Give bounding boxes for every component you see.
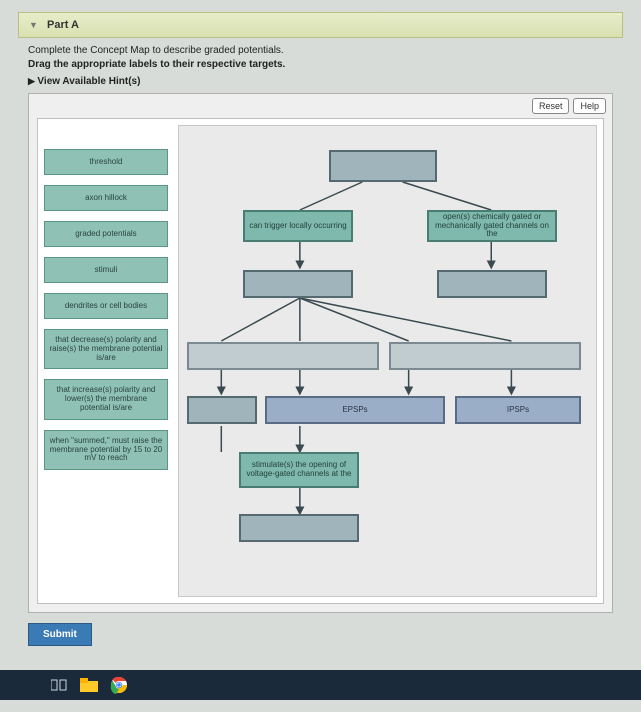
drag-label-increase-polarity[interactable]: that increase(s) polarity and lower(s) t…	[44, 379, 168, 419]
taskbar	[0, 670, 641, 700]
diagram-area[interactable]: can trigger locally occurring open(s) ch…	[178, 125, 597, 597]
help-button[interactable]: Help	[573, 98, 606, 114]
hints-label: View Available Hint(s)	[37, 76, 140, 87]
chrome-icon[interactable]	[110, 676, 128, 694]
file-explorer-icon[interactable]	[80, 676, 98, 694]
part-header[interactable]: Part A	[18, 12, 623, 38]
node-root[interactable]	[329, 150, 437, 182]
instruction-line-2: Drag the appropriate labels to their res…	[28, 58, 613, 72]
drag-label-threshold[interactable]: threshold	[44, 149, 168, 175]
canvas-toolbar: Reset Help	[532, 98, 606, 114]
drag-label-axon-hillock[interactable]: axon hillock	[44, 185, 168, 211]
node-epsps-left[interactable]	[187, 396, 257, 424]
part-title: Part A	[47, 19, 79, 31]
node-stimulates[interactable]: stimulate(s) the opening of voltage-gate…	[239, 452, 359, 488]
canvas: Reset Help threshold axon hillock graded…	[28, 93, 613, 613]
submit-button[interactable]: Submit	[28, 623, 92, 646]
instruction-line-1: Complete the Concept Map to describe gra…	[28, 44, 613, 58]
drag-label-dendrites[interactable]: dendrites or cell bodies	[44, 293, 168, 319]
node-ipsps[interactable]: IPSPs	[455, 396, 581, 424]
node-mid-left[interactable]	[243, 270, 353, 298]
labels-column: threshold axon hillock graded potentials…	[44, 149, 168, 470]
node-mid-right[interactable]	[437, 270, 547, 298]
node-can-trigger[interactable]: can trigger locally occurring	[243, 210, 353, 242]
drag-label-decrease-polarity[interactable]: that decrease(s) polarity and raise(s) t…	[44, 329, 168, 369]
drag-label-graded-potentials[interactable]: graded potentials	[44, 221, 168, 247]
node-epsps[interactable]: EPSPs	[265, 396, 445, 424]
node-wide-left[interactable]	[187, 342, 379, 370]
node-wide-right[interactable]	[389, 342, 581, 370]
hints-toggle[interactable]: View Available Hint(s)	[28, 76, 613, 87]
node-bottom[interactable]	[239, 514, 359, 542]
node-opens[interactable]: open(s) chemically gated or mechanically…	[427, 210, 557, 242]
drag-label-summed[interactable]: when "summed," must raise the membrane p…	[44, 430, 168, 470]
task-view-icon[interactable]	[50, 676, 68, 694]
work-area: threshold axon hillock graded potentials…	[37, 118, 604, 604]
instructions: Complete the Concept Map to describe gra…	[28, 44, 613, 72]
drag-label-stimuli[interactable]: stimuli	[44, 257, 168, 283]
reset-button[interactable]: Reset	[532, 98, 570, 114]
